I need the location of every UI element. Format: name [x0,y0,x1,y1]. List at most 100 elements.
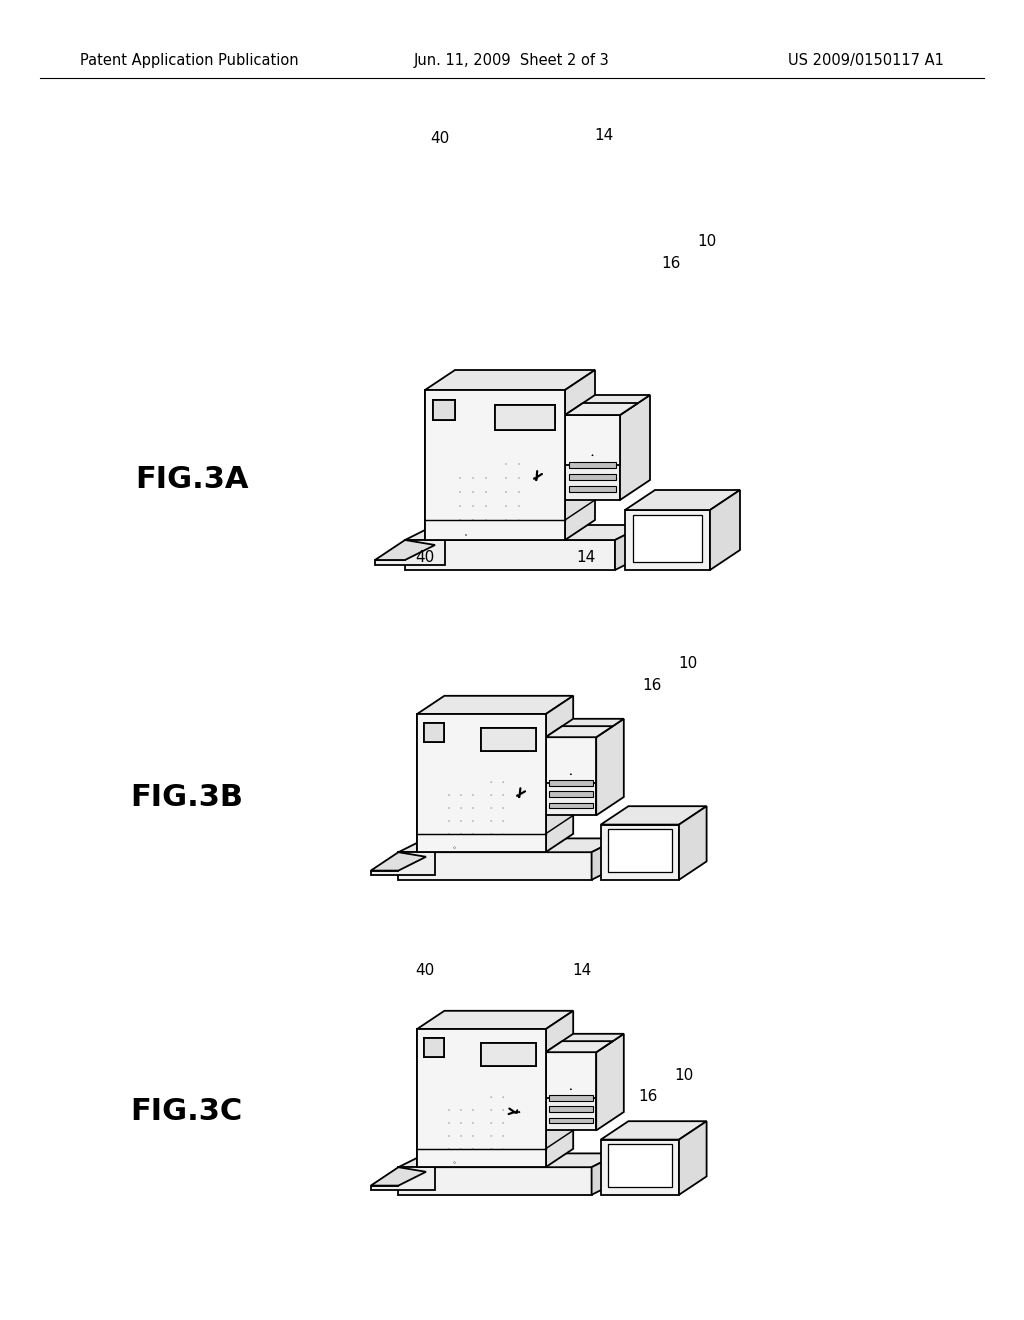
Polygon shape [495,405,555,430]
Polygon shape [569,474,616,480]
Polygon shape [546,1052,596,1098]
Text: 40: 40 [416,962,434,978]
Polygon shape [424,1039,444,1057]
Text: 40: 40 [431,131,450,147]
Polygon shape [565,414,620,465]
Polygon shape [371,853,435,875]
Polygon shape [417,714,546,853]
Polygon shape [375,540,445,565]
Polygon shape [608,1144,672,1188]
Polygon shape [549,1106,593,1111]
Polygon shape [398,1154,620,1167]
Polygon shape [601,825,679,880]
Polygon shape [546,737,596,783]
Polygon shape [565,370,595,540]
Polygon shape [417,1030,546,1167]
Text: FIG.3B: FIG.3B [130,783,243,812]
Polygon shape [608,829,672,873]
Text: 14: 14 [572,962,591,978]
Polygon shape [592,1154,620,1195]
Polygon shape [417,1030,546,1167]
Text: 16: 16 [643,677,662,693]
Polygon shape [549,803,593,808]
Text: FIG.3A: FIG.3A [135,466,249,495]
Text: 14: 14 [595,128,613,144]
Polygon shape [433,400,455,420]
Polygon shape [425,389,565,540]
Polygon shape [371,1167,435,1191]
Text: 10: 10 [675,1068,693,1084]
Text: 16: 16 [662,256,680,272]
Polygon shape [615,525,645,570]
Polygon shape [546,1011,573,1167]
Polygon shape [546,726,612,737]
Polygon shape [625,510,710,570]
Polygon shape [398,853,592,880]
Polygon shape [528,474,534,486]
Polygon shape [546,737,596,816]
Polygon shape [592,838,620,880]
Polygon shape [549,1118,593,1123]
Polygon shape [569,462,616,469]
Polygon shape [406,525,645,540]
Polygon shape [569,486,616,492]
Polygon shape [511,1106,517,1117]
Polygon shape [425,389,565,540]
Polygon shape [375,540,435,560]
Polygon shape [371,1167,426,1185]
Text: 10: 10 [697,234,716,249]
Polygon shape [565,403,638,414]
Polygon shape [601,1139,679,1195]
Polygon shape [424,723,444,742]
Text: 10: 10 [679,656,697,672]
Text: FIG.3C: FIG.3C [130,1097,243,1126]
Polygon shape [481,729,537,751]
Polygon shape [549,1096,593,1101]
Polygon shape [679,807,707,880]
Polygon shape [625,490,740,510]
Polygon shape [549,792,593,797]
Polygon shape [406,540,615,570]
Polygon shape [417,1011,573,1030]
Polygon shape [596,719,624,816]
Polygon shape [433,400,455,420]
Text: Patent Application Publication: Patent Application Publication [80,53,299,67]
Polygon shape [417,696,573,714]
Polygon shape [417,1030,546,1167]
Polygon shape [398,1167,592,1195]
Polygon shape [417,714,546,853]
Polygon shape [511,791,517,803]
Polygon shape [481,1043,537,1067]
Polygon shape [424,723,444,742]
Text: 14: 14 [577,549,595,565]
Polygon shape [546,1052,596,1130]
Polygon shape [633,515,702,562]
Text: Jun. 11, 2009  Sheet 2 of 3: Jun. 11, 2009 Sheet 2 of 3 [414,53,610,67]
Polygon shape [565,414,620,500]
Polygon shape [601,807,707,825]
Polygon shape [565,395,650,414]
Polygon shape [495,405,555,430]
Text: 40: 40 [416,549,434,565]
Polygon shape [417,714,546,853]
Polygon shape [481,729,537,751]
Polygon shape [596,1034,624,1130]
Polygon shape [620,395,650,500]
Polygon shape [371,853,426,871]
Polygon shape [710,490,740,570]
Polygon shape [424,1039,444,1057]
Polygon shape [546,719,624,737]
Polygon shape [546,1041,612,1052]
Polygon shape [549,780,593,785]
Polygon shape [481,1043,537,1067]
Polygon shape [398,838,620,853]
Polygon shape [536,478,537,479]
Polygon shape [601,1121,707,1139]
Polygon shape [546,1034,624,1052]
Polygon shape [679,1121,707,1195]
Polygon shape [425,370,595,389]
Text: 16: 16 [639,1089,657,1105]
Polygon shape [425,389,565,540]
Polygon shape [546,696,573,853]
Text: US 2009/0150117 A1: US 2009/0150117 A1 [788,53,944,67]
